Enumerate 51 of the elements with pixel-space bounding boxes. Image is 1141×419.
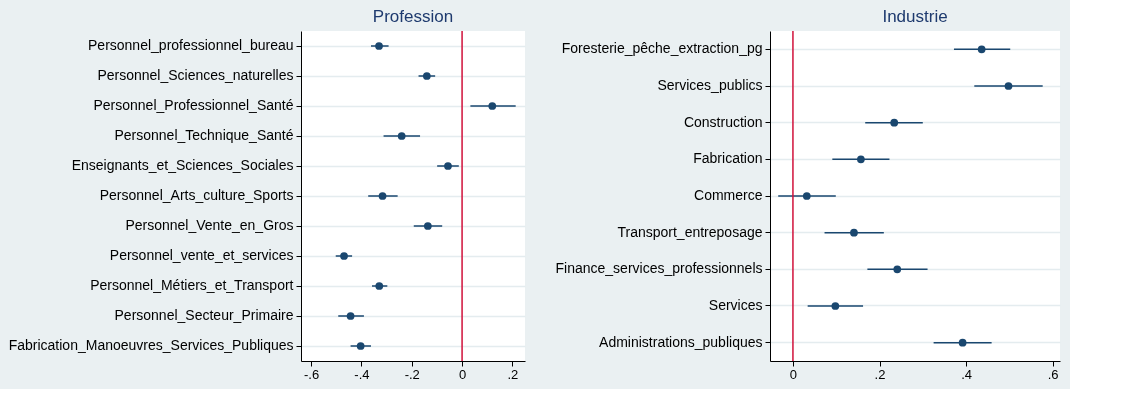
x-tick-label: .4 <box>961 366 972 382</box>
x-tick-label: .2 <box>874 366 886 382</box>
point <box>857 155 865 164</box>
point <box>423 222 432 230</box>
chart-title: Profession <box>372 7 454 27</box>
point <box>890 118 899 127</box>
point <box>397 132 406 140</box>
y-tick-label: Personnel_professionnel_bureau <box>88 37 294 53</box>
x-tick-label: 0 <box>458 366 467 382</box>
y-tick-label: Foresterie_pêche_extraction_pg <box>561 40 763 57</box>
point <box>1004 82 1013 90</box>
chart-title: Industrie <box>882 7 948 27</box>
y-tick-label: Personnel_Sciences_naturelles <box>97 67 294 83</box>
y-tick-label: Finance_services_professionnels <box>555 260 763 277</box>
y-tick-label: Commerce <box>694 187 763 203</box>
point <box>893 265 902 274</box>
point <box>850 228 858 237</box>
y-tick-label: Fabrication <box>693 150 763 167</box>
x-tick-label: -.4 <box>354 366 370 382</box>
x-tick-label: 0 <box>789 366 798 382</box>
point <box>831 302 840 310</box>
point <box>977 45 986 54</box>
point <box>422 72 431 80</box>
x-tick-label: .2 <box>507 366 519 382</box>
y-tick-label: Transport_entreposage <box>617 223 763 240</box>
x-tick-label: -.2 <box>404 366 420 382</box>
y-tick-label: Personnel_vente_et_services <box>109 247 294 263</box>
y-tick-label: Services <box>708 297 763 313</box>
x-tick-label: .6 <box>1047 366 1059 382</box>
point <box>375 42 383 50</box>
y-tick-label: Personnel_Arts_culture_Sports <box>99 187 294 203</box>
point <box>375 282 384 290</box>
y-tick-label: Personnel_Vente_en_Gros <box>125 217 294 233</box>
y-tick-label: Administrations_publiques <box>599 333 763 350</box>
y-tick-label: Fabrication_Manoeuvres_Services_Publiques <box>8 337 294 353</box>
point <box>378 192 387 200</box>
point <box>488 102 497 110</box>
y-tick-label: Personnel_Secteur_Primaire <box>114 307 294 323</box>
point <box>346 312 355 320</box>
y-tick-label: Services_publics <box>657 77 763 93</box>
y-tick-label: Personnel_Technique_Santé <box>114 127 294 143</box>
point <box>356 342 365 350</box>
point <box>802 192 811 200</box>
point <box>340 252 348 260</box>
y-tick-label: Personnel_Professionnel_Santé <box>93 97 294 113</box>
point <box>958 338 967 347</box>
y-tick-label: Personnel_Métiers_et_Transport <box>90 277 294 293</box>
y-tick-label: Construction <box>683 113 763 130</box>
y-tick-label: Enseignants_et_Sciences_Sociales <box>71 157 294 173</box>
x-tick-label: -.6 <box>303 366 320 382</box>
point <box>444 162 452 170</box>
